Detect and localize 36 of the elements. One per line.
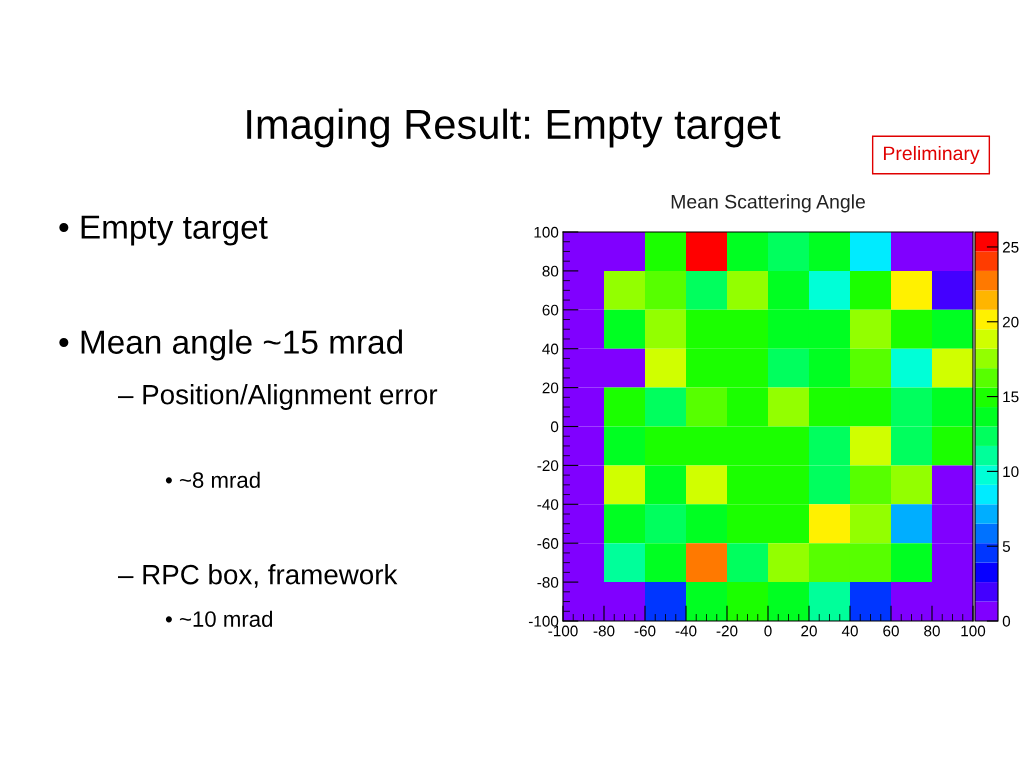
text: • ~8 mrad [165,471,260,488]
color-bar-label: 0 [1002,615,1011,627]
text: • Empty target [59,215,268,246]
y-tick-label: 80 [542,265,559,277]
color-bar-label: 15 [1003,391,1019,403]
color-bar-label: 20 [1002,316,1019,328]
y-tick-label: 20 [542,382,559,394]
x-tick-label: 20 [801,625,817,637]
x-tick-label: 40 [841,625,858,637]
color-bar-label: 25 [1002,241,1019,253]
y-tick-label: -60 [537,538,559,549]
x-tick-label: -80 [593,625,615,637]
text: Preliminary [883,145,980,165]
chart-title: Mean Scattering Angle [671,194,865,213]
text: – RPC box, framework [118,564,398,588]
y-tick-label: 0 [550,421,559,433]
y-tick-label: 40 [542,343,559,355]
x-tick-label: 80 [924,625,940,637]
y-tick-label: -20 [537,460,559,472]
x-tick-label: -60 [634,625,656,637]
y-tick-label: -80 [537,576,559,588]
x-tick-label: 60 [883,625,899,637]
x-tick-label: 100 [961,625,986,637]
color-bar-label: 5 [1002,541,1011,552]
text: • Mean angle ~15 mrad [59,329,402,361]
color-bar-label: 10 [1003,466,1019,478]
y-tick-label: -100 [528,615,559,627]
y-tick-label: 60 [542,304,559,316]
text: • ~10 mrad [165,610,273,627]
text: Imaging Result: Empty target [247,108,781,148]
y-tick-label: 100 [534,226,559,238]
x-tick-label: -40 [675,625,697,637]
y-tick-label: -40 [537,499,559,510]
x-tick-label: 0 [764,625,772,637]
text: – Position/Alignment error [118,384,438,410]
x-tick-label: -20 [716,625,738,637]
